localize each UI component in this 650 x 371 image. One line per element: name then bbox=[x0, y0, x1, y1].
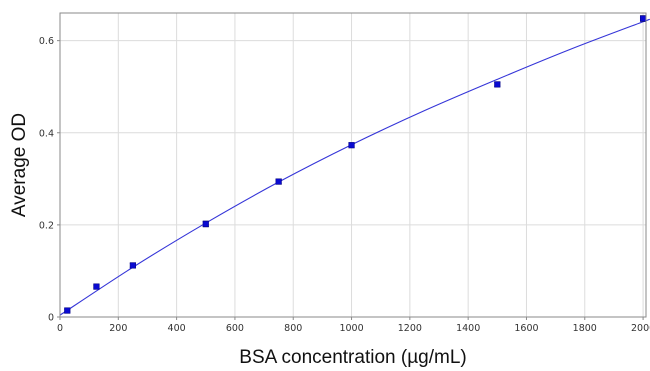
plot-area bbox=[60, 13, 646, 317]
data-point bbox=[348, 142, 355, 149]
data-point bbox=[64, 307, 71, 314]
x-tick-label: 1400 bbox=[456, 323, 480, 334]
x-tick-label: 200 bbox=[109, 323, 127, 334]
fit-curve bbox=[59, 18, 650, 316]
x-tick-label: 800 bbox=[284, 323, 302, 334]
x-tick-label: 1800 bbox=[573, 323, 597, 334]
data-point bbox=[639, 15, 647, 22]
x-tick-label: 400 bbox=[168, 323, 186, 334]
data-point bbox=[129, 262, 136, 269]
x-tick-label: 0 bbox=[57, 323, 63, 334]
data-point bbox=[275, 178, 282, 185]
x-tick-label: 600 bbox=[226, 323, 244, 334]
points-layer bbox=[64, 15, 647, 314]
fit-curve-layer bbox=[59, 18, 650, 316]
data-point bbox=[202, 220, 209, 228]
x-axis-title: BSA concentration (µg/mL) bbox=[239, 347, 466, 368]
plot-frame bbox=[59, 12, 647, 318]
x-tick-label: 1600 bbox=[514, 323, 538, 334]
y-tick-label: 0.2 bbox=[39, 220, 54, 231]
y-axis-ticks: 0 0.2 0.4 0.6 bbox=[39, 36, 60, 324]
grid bbox=[60, 13, 646, 317]
x-tick-label: 1000 bbox=[339, 323, 363, 334]
y-axis-title: Average OD bbox=[9, 113, 30, 217]
x-tick-label: 1200 bbox=[398, 323, 422, 334]
data-point bbox=[494, 81, 501, 88]
y-tick-label: 0.4 bbox=[39, 128, 54, 139]
y-tick-label: 0.6 bbox=[39, 36, 54, 47]
y-tick-label: 0 bbox=[48, 313, 54, 324]
data-point bbox=[93, 283, 100, 290]
